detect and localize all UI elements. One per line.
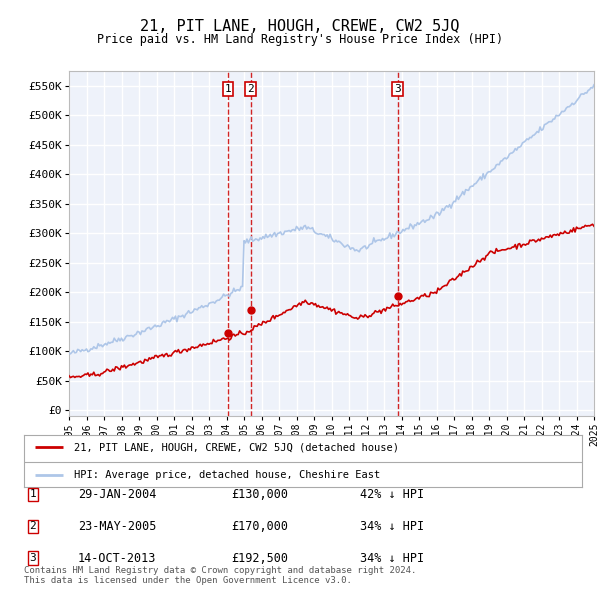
Text: 42% ↓ HPI: 42% ↓ HPI <box>360 488 424 501</box>
Text: 21, PIT LANE, HOUGH, CREWE, CW2 5JQ: 21, PIT LANE, HOUGH, CREWE, CW2 5JQ <box>140 19 460 34</box>
Text: 34% ↓ HPI: 34% ↓ HPI <box>360 520 424 533</box>
Text: 1: 1 <box>224 84 231 94</box>
Text: £192,500: £192,500 <box>231 552 288 565</box>
Text: 3: 3 <box>394 84 401 94</box>
Text: 3: 3 <box>29 553 37 563</box>
Text: 29-JAN-2004: 29-JAN-2004 <box>78 488 157 501</box>
Text: 21, PIT LANE, HOUGH, CREWE, CW2 5JQ (detached house): 21, PIT LANE, HOUGH, CREWE, CW2 5JQ (det… <box>74 442 399 453</box>
Text: 14-OCT-2013: 14-OCT-2013 <box>78 552 157 565</box>
Text: 23-MAY-2005: 23-MAY-2005 <box>78 520 157 533</box>
Text: 34% ↓ HPI: 34% ↓ HPI <box>360 552 424 565</box>
Text: HPI: Average price, detached house, Cheshire East: HPI: Average price, detached house, Ches… <box>74 470 380 480</box>
Text: £130,000: £130,000 <box>231 488 288 501</box>
Text: 2: 2 <box>247 84 254 94</box>
Text: £170,000: £170,000 <box>231 520 288 533</box>
Text: 1: 1 <box>29 490 37 499</box>
Text: 2: 2 <box>29 522 37 531</box>
Text: Contains HM Land Registry data © Crown copyright and database right 2024.
This d: Contains HM Land Registry data © Crown c… <box>24 566 416 585</box>
Text: Price paid vs. HM Land Registry's House Price Index (HPI): Price paid vs. HM Land Registry's House … <box>97 33 503 46</box>
